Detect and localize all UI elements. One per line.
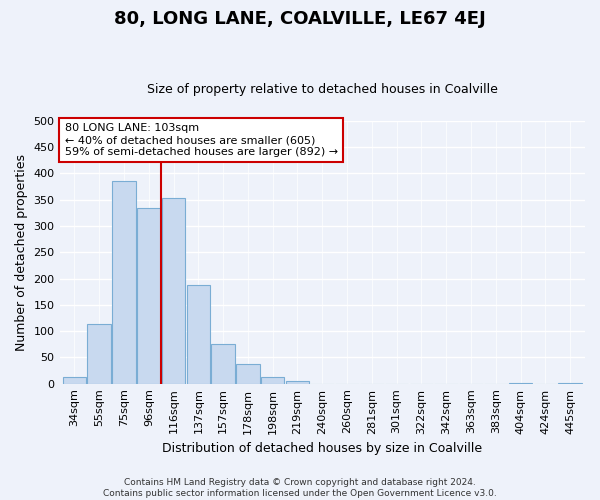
Text: 80 LONG LANE: 103sqm
← 40% of detached houses are smaller (605)
59% of semi-deta: 80 LONG LANE: 103sqm ← 40% of detached h… <box>65 124 338 156</box>
Bar <box>62 378 86 384</box>
Title: Size of property relative to detached houses in Coalville: Size of property relative to detached ho… <box>147 83 498 96</box>
X-axis label: Distribution of detached houses by size in Coalville: Distribution of detached houses by size … <box>162 442 482 455</box>
Bar <box>162 198 185 384</box>
Bar <box>261 378 284 384</box>
Text: 80, LONG LANE, COALVILLE, LE67 4EJ: 80, LONG LANE, COALVILLE, LE67 4EJ <box>114 10 486 28</box>
Bar <box>187 285 210 384</box>
Bar <box>236 364 260 384</box>
Bar <box>112 181 136 384</box>
Text: Contains HM Land Registry data © Crown copyright and database right 2024.
Contai: Contains HM Land Registry data © Crown c… <box>103 478 497 498</box>
Bar <box>211 344 235 384</box>
Bar <box>559 383 582 384</box>
Bar <box>509 383 532 384</box>
Bar <box>286 380 309 384</box>
Y-axis label: Number of detached properties: Number of detached properties <box>15 154 28 350</box>
Bar <box>88 324 111 384</box>
Bar <box>137 208 161 384</box>
